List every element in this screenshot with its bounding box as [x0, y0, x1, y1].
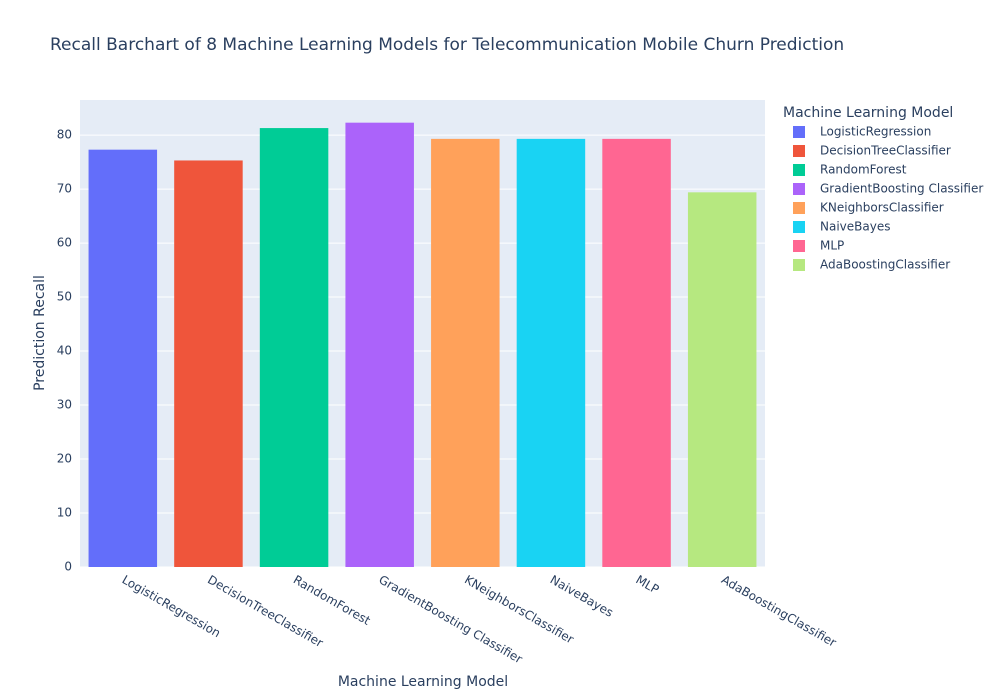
legend-label: NaiveBayes — [820, 220, 890, 234]
chart-title: Recall Barchart of 8 Machine Learning Mo… — [50, 35, 844, 55]
x-axis-label: Machine Learning Model — [338, 674, 508, 690]
bar — [88, 149, 158, 567]
legend-label: MLP — [820, 239, 844, 253]
y-axis-label: Prediction Recall — [32, 275, 48, 391]
x-tick-label: NaiveBayes — [548, 573, 616, 620]
bar — [174, 160, 243, 568]
legend-swatch — [793, 183, 805, 195]
legend-swatch — [793, 164, 805, 176]
x-tick-label: MLP — [633, 573, 661, 597]
bar — [687, 192, 757, 567]
y-tick-label: 60 — [57, 236, 72, 250]
legend-label: RandomForest — [820, 163, 907, 177]
y-tick-label: 20 — [57, 452, 72, 466]
bar — [516, 138, 586, 567]
legend-swatch — [793, 221, 805, 233]
bar — [345, 122, 414, 568]
legend-label: KNeighborsClassifier — [820, 201, 944, 215]
legend-swatch — [793, 202, 805, 214]
legend-label: AdaBoostingClassifier — [820, 258, 950, 272]
y-tick-label: 50 — [57, 290, 72, 304]
y-tick-label: 70 — [57, 182, 72, 196]
legend-label: LogisticRegression — [820, 125, 931, 139]
bar — [602, 138, 671, 567]
y-tick-label: 10 — [57, 506, 72, 520]
x-tick-label: AdaBoostingClassifier — [719, 573, 839, 650]
legend-label: DecisionTreeClassifier — [820, 144, 951, 158]
legend-swatch — [793, 240, 805, 252]
legend-label: GradientBoosting Classifier — [820, 182, 983, 196]
y-tick-label: 0 — [64, 560, 72, 574]
bar — [259, 128, 329, 568]
legend-title: Machine Learning Model — [783, 105, 953, 121]
y-tick-label: 40 — [57, 344, 72, 358]
y-tick-label: 30 — [57, 398, 72, 412]
legend-swatch — [793, 259, 805, 271]
x-tick-label: GradientBoosting Classifier — [376, 573, 524, 667]
y-tick-label: 80 — [57, 128, 72, 142]
legend-swatch — [793, 126, 805, 138]
legend-swatch — [793, 145, 805, 157]
x-tick-label: RandomForest — [291, 573, 373, 629]
bar — [431, 138, 500, 567]
